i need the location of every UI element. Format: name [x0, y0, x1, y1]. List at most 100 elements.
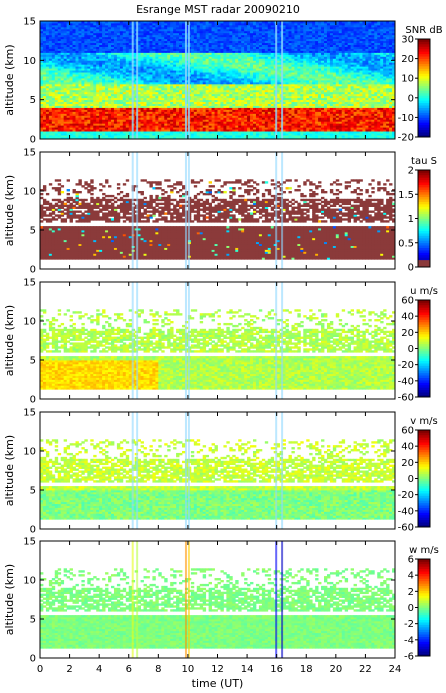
heatmap-cell: [211, 40, 215, 44]
heatmap-cell: [125, 52, 130, 55]
heatmap-cell: [270, 22, 275, 26]
heatmap-cell: [90, 107, 94, 110]
heatmap-cell: [45, 123, 50, 126]
heatmap-cell: [199, 54, 204, 57]
heatmap-cell: [81, 131, 85, 134]
heatmap-cell: [167, 125, 171, 128]
heatmap-cell: [87, 50, 91, 53]
heatmap-cell: [113, 76, 118, 79]
heatmap-cell: [261, 131, 266, 134]
heatmap-cell: [60, 99, 65, 103]
heatmap-cell: [250, 28, 254, 32]
heatmap-cell: [267, 56, 272, 59]
heatmap-cell: [193, 76, 198, 79]
heatmap-cell: [179, 50, 183, 53]
heatmap-cell: [75, 38, 79, 42]
heatmap-cell: [190, 32, 195, 36]
heatmap-cell: [99, 30, 103, 34]
heatmap-cell: [276, 87, 281, 91]
heatmap-cell: [261, 119, 266, 122]
heatmap-cell: [99, 80, 103, 83]
heatmap-cell: [87, 127, 91, 130]
heatmap-cell: [173, 80, 177, 83]
heatmap-cell: [158, 24, 162, 28]
heatmap-cell: [87, 42, 91, 45]
heatmap-cell: [282, 21, 286, 24]
heatmap-cell: [205, 22, 210, 26]
heatmap-cell: [235, 36, 239, 40]
heatmap-cell: [238, 21, 242, 24]
heatmap-cell: [113, 80, 118, 83]
heatmap-cell: [111, 60, 115, 63]
heatmap-cell: [247, 113, 251, 116]
heatmap-cell: [258, 28, 263, 32]
heatmap-cell: [63, 78, 68, 81]
heatmap-cell: [42, 52, 47, 55]
heatmap-cell: [196, 129, 201, 132]
heatmap-cell: [140, 66, 144, 69]
heatmap-cell: [113, 101, 118, 104]
heatmap-cell: [93, 54, 97, 57]
heatmap-cell: [99, 99, 103, 103]
heatmap-cell: [48, 24, 53, 28]
heatmap-cell: [137, 131, 141, 134]
heatmap-cell: [93, 121, 97, 124]
heatmap-cell: [208, 58, 212, 61]
heatmap-cell: [255, 91, 260, 95]
heatmap-cell: [84, 135, 88, 138]
heatmap-cell: [155, 78, 159, 81]
heatmap-cell: [193, 105, 198, 108]
heatmap-cell: [45, 70, 50, 73]
heatmap-cell: [179, 68, 183, 71]
heatmap-cell: [93, 133, 97, 136]
heatmap-cell: [116, 125, 121, 128]
heatmap-cell: [128, 30, 133, 34]
heatmap-cell: [270, 74, 275, 77]
heatmap-cell: [217, 62, 221, 65]
heatmap-cell: [69, 44, 73, 47]
heatmap-cell: [199, 111, 204, 114]
heatmap-cell: [146, 87, 150, 91]
heatmap-cell: [253, 28, 257, 32]
heatmap-cell: [128, 91, 133, 95]
heatmap-cell: [244, 34, 248, 38]
heatmap-cell: [42, 103, 47, 106]
heatmap-cell: [267, 24, 272, 28]
heatmap-cell: [96, 24, 100, 28]
heatmap-cell: [267, 30, 272, 34]
heatmap-cell: [211, 125, 215, 128]
heatmap-cell: [122, 89, 127, 93]
heatmap-cell: [196, 131, 201, 134]
heatmap-cell: [282, 74, 286, 77]
heatmap-cell: [244, 74, 248, 77]
heatmap-cell: [253, 105, 257, 108]
heatmap-cell: [72, 54, 76, 57]
heatmap-cell: [111, 93, 115, 97]
heatmap-cell: [146, 121, 150, 124]
heatmap-cell: [146, 38, 150, 42]
heatmap-cell: [205, 121, 210, 124]
heatmap-cell: [247, 24, 251, 28]
heatmap-cell: [137, 46, 141, 49]
heatmap-cell: [78, 80, 82, 83]
heatmap-cell: [51, 129, 56, 132]
heatmap-cell: [190, 30, 195, 34]
heatmap-cell: [241, 113, 245, 116]
heatmap-cell: [119, 50, 124, 53]
heatmap-cell: [267, 117, 272, 120]
heatmap-cell: [261, 21, 266, 24]
heatmap-cell: [261, 40, 266, 44]
heatmap-cell: [45, 117, 50, 120]
heatmap-cell: [63, 22, 68, 26]
heatmap-cell: [238, 89, 242, 93]
heatmap-cell: [111, 38, 115, 42]
heatmap-cell: [54, 52, 59, 55]
heatmap-cell: [226, 103, 230, 106]
heatmap-cell: [193, 91, 198, 95]
heatmap-cell: [155, 60, 159, 63]
heatmap-cell: [57, 26, 62, 30]
heatmap-cell: [63, 103, 68, 106]
heatmap-cell: [238, 101, 242, 104]
heatmap-cell: [182, 52, 186, 55]
heatmap-cell: [93, 58, 97, 61]
